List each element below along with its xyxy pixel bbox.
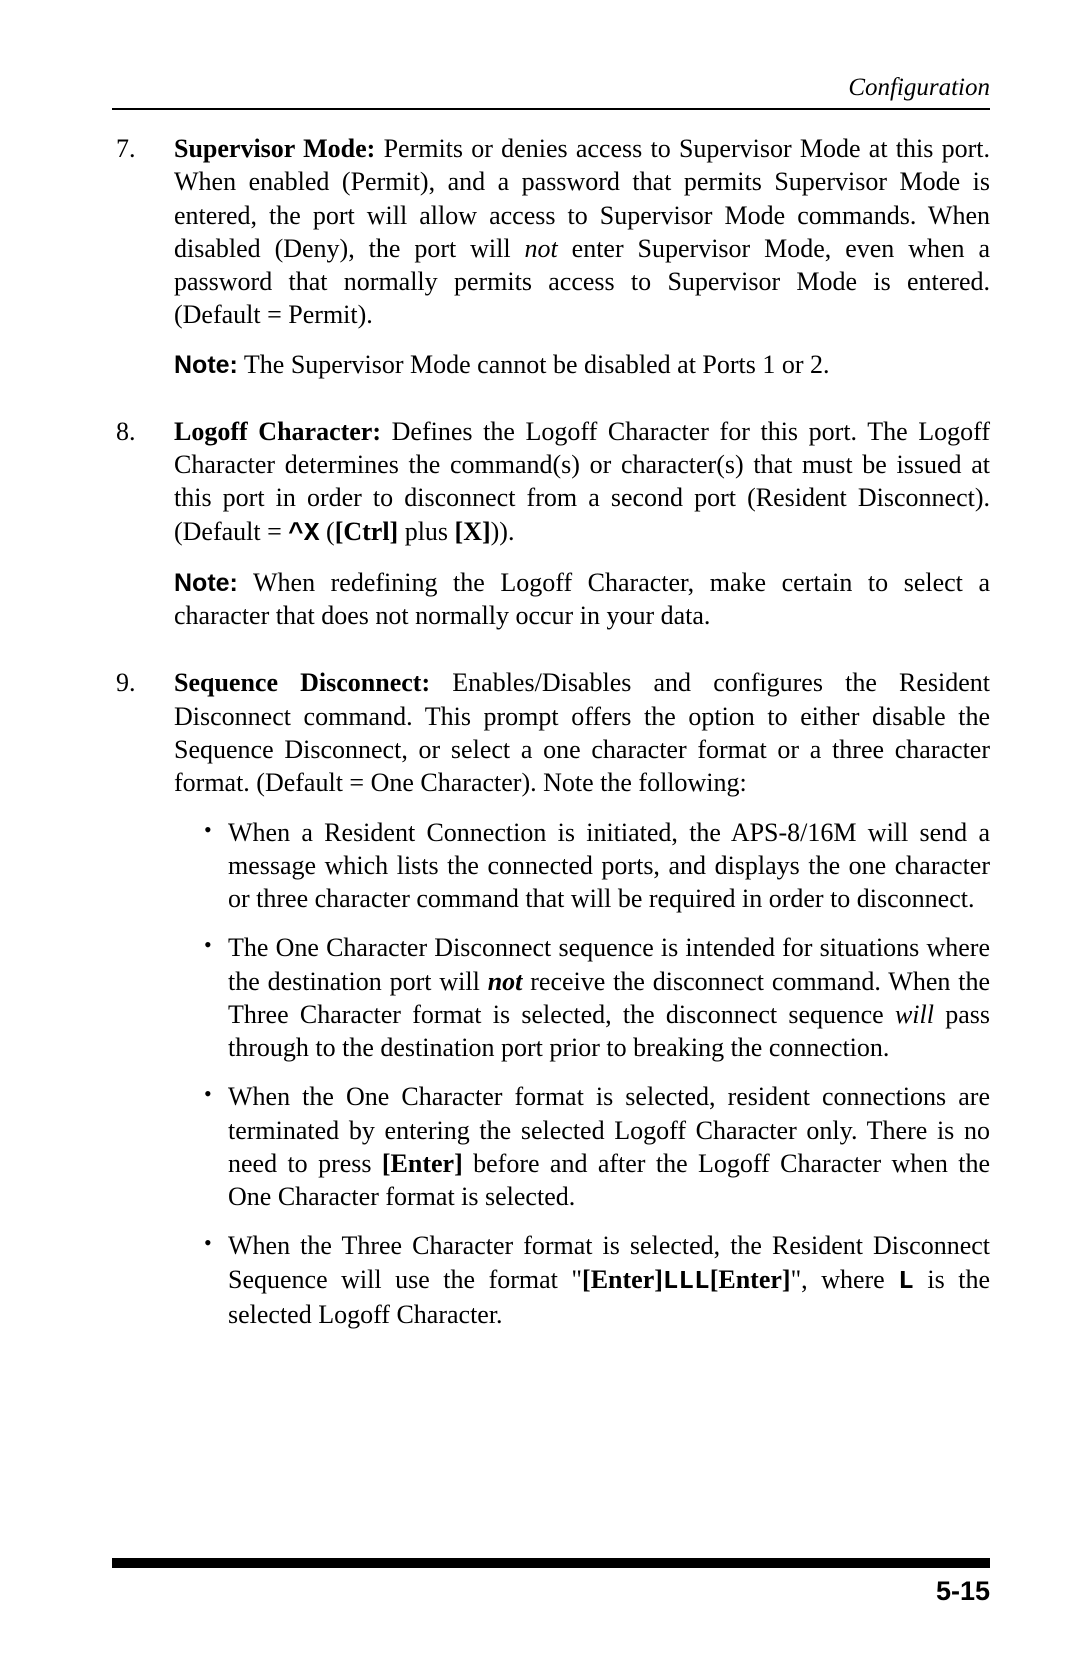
key: [X] <box>455 517 491 546</box>
key: [Enter] <box>710 1265 791 1294</box>
section-name: Configuration <box>848 74 990 101</box>
content-area: 7. Supervisor Mode: Permits or denies ac… <box>112 132 990 1558</box>
note-text: The Supervisor Mode cannot be disabled a… <box>238 350 830 379</box>
code: L <box>898 1266 914 1296</box>
paragraph: Supervisor Mode: Permits or denies acces… <box>174 132 990 332</box>
term: Logoff Character: <box>174 417 381 446</box>
item-number: 7. <box>112 132 174 397</box>
page-footer: 5-15 <box>112 1558 990 1609</box>
key: [Ctrl] <box>335 517 399 546</box>
term: Supervisor Mode: <box>174 134 375 163</box>
bullet-list: When a Resident Connection is initiated,… <box>204 816 990 1332</box>
text: ( <box>320 517 335 546</box>
text: When a Resident Connection is initiated,… <box>228 818 990 914</box>
note-text: When redefining the Logoff Character, ma… <box>174 568 990 630</box>
key: [Enter] <box>582 1265 663 1294</box>
header-rule <box>112 108 990 110</box>
emphasis-not: not <box>525 234 558 263</box>
text: )). <box>491 517 515 546</box>
paragraph: Sequence Disconnect: Enables/Disables an… <box>174 666 990 799</box>
note-label: Note: <box>174 351 238 379</box>
list-item: 8. Logoff Character: Defines the Logoff … <box>112 415 990 649</box>
page-number: 5-15 <box>112 1574 990 1609</box>
term: Sequence Disconnect: <box>174 668 430 697</box>
item-body: Logoff Character: Defines the Logoff Cha… <box>174 415 990 649</box>
bullet-item: The One Character Disconnect sequence is… <box>204 931 990 1064</box>
note-label: Note: <box>174 569 238 597</box>
note-paragraph: Note: When redefining the Logoff Charact… <box>174 566 990 633</box>
note-paragraph: Note: The Supervisor Mode cannot be disa… <box>174 348 990 381</box>
emphasis-will: will <box>895 1000 934 1029</box>
list-item: 7. Supervisor Mode: Permits or denies ac… <box>112 132 990 397</box>
bullet-item: When the One Character format is selecte… <box>204 1080 990 1213</box>
key: [Enter] <box>382 1149 463 1178</box>
footer-rule <box>112 1558 990 1568</box>
emphasis-not: not <box>488 967 523 996</box>
document-page: Configuration 7. Supervisor Mode: Permit… <box>0 0 1080 1669</box>
running-header: Configuration <box>112 72 990 108</box>
code: LLL <box>663 1266 710 1296</box>
item-number: 9. <box>112 666 174 1347</box>
bullet-item: When a Resident Connection is initiated,… <box>204 816 990 916</box>
item-body: Sequence Disconnect: Enables/Disables an… <box>174 666 990 1347</box>
item-body: Supervisor Mode: Permits or denies acces… <box>174 132 990 397</box>
item-number: 8. <box>112 415 174 649</box>
text: plus <box>398 517 454 546</box>
paragraph: Logoff Character: Defines the Logoff Cha… <box>174 415 990 550</box>
code: ^X <box>288 518 319 548</box>
list-item: 9. Sequence Disconnect: Enables/Disables… <box>112 666 990 1347</box>
text: ", where <box>791 1265 899 1294</box>
bullet-item: When the Three Character format is selec… <box>204 1229 990 1331</box>
